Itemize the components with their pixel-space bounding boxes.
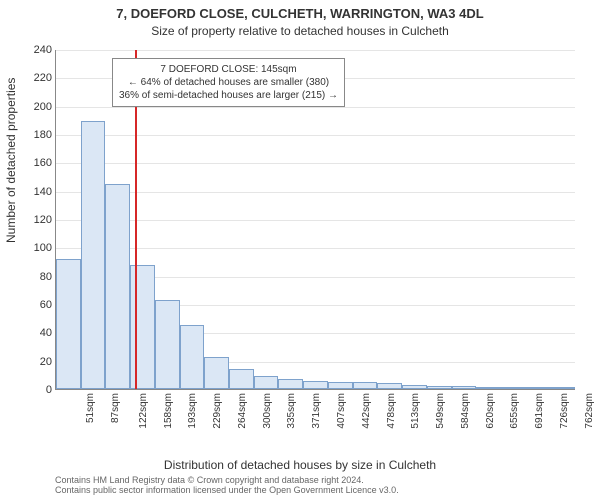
y-tick-label: 20 xyxy=(40,356,56,368)
x-tick-label: 513sqm xyxy=(410,389,421,429)
chart-subtitle: Size of property relative to detached ho… xyxy=(0,24,600,38)
x-tick-label: 726sqm xyxy=(559,389,570,429)
annotation-line: 7 DOEFORD CLOSE: 145sqm xyxy=(119,63,338,76)
x-tick-label: 264sqm xyxy=(237,389,248,429)
y-tick-label: 180 xyxy=(34,129,56,141)
bar xyxy=(56,259,81,389)
y-tick-label: 200 xyxy=(34,101,56,113)
bar xyxy=(303,381,328,389)
y-tick-label: 40 xyxy=(40,327,56,339)
bar xyxy=(204,357,229,389)
x-tick-label: 158sqm xyxy=(162,389,173,429)
chart-title: 7, DOEFORD CLOSE, CULCHETH, WARRINGTON, … xyxy=(0,6,600,21)
x-tick-label: 229sqm xyxy=(212,389,223,429)
bar xyxy=(105,184,130,389)
footnote-line-2: Contains public sector information licen… xyxy=(55,486,590,496)
x-tick-label: 335sqm xyxy=(286,389,297,429)
plot-area: 02040608010012014016018020022024051sqm87… xyxy=(55,50,575,390)
bar xyxy=(229,369,254,389)
y-tick-label: 100 xyxy=(34,242,56,254)
bar xyxy=(278,379,303,389)
annotation-line: ← 64% of detached houses are smaller (38… xyxy=(119,76,338,89)
x-tick-label: 762sqm xyxy=(583,389,594,429)
y-tick-label: 80 xyxy=(40,271,56,283)
x-tick-label: 478sqm xyxy=(385,389,396,429)
x-tick-label: 407sqm xyxy=(336,389,347,429)
x-tick-label: 442sqm xyxy=(361,389,372,429)
x-tick-label: 193sqm xyxy=(187,389,198,429)
x-axis-label: Distribution of detached houses by size … xyxy=(0,458,600,472)
bar xyxy=(81,121,106,389)
x-tick-label: 300sqm xyxy=(261,389,272,429)
x-tick-label: 87sqm xyxy=(110,389,121,423)
bar xyxy=(180,325,205,389)
bar xyxy=(130,265,155,389)
y-tick-label: 160 xyxy=(34,157,56,169)
y-tick-label: 140 xyxy=(34,186,56,198)
annotation-line: 36% of semi-detached houses are larger (… xyxy=(119,89,338,102)
y-tick-label: 220 xyxy=(34,72,56,84)
x-tick-label: 691sqm xyxy=(534,389,545,429)
x-tick-label: 655sqm xyxy=(509,389,520,429)
bar xyxy=(353,382,378,389)
y-tick-label: 240 xyxy=(34,44,56,56)
x-tick-label: 51sqm xyxy=(85,389,96,423)
y-tick-label: 0 xyxy=(46,384,56,396)
x-tick-label: 549sqm xyxy=(435,389,446,429)
x-tick-label: 620sqm xyxy=(484,389,495,429)
y-axis-label: Number of detached properties xyxy=(4,78,18,243)
x-tick-label: 584sqm xyxy=(460,389,471,429)
chart-container: 7, DOEFORD CLOSE, CULCHETH, WARRINGTON, … xyxy=(0,0,600,500)
y-tick-label: 60 xyxy=(40,299,56,311)
bar xyxy=(155,300,180,389)
x-tick-label: 122sqm xyxy=(138,389,149,429)
annotation-box: 7 DOEFORD CLOSE: 145sqm← 64% of detached… xyxy=(112,58,345,107)
y-tick-label: 120 xyxy=(34,214,56,226)
bar xyxy=(328,382,353,389)
bar xyxy=(254,376,279,389)
x-tick-label: 371sqm xyxy=(311,389,322,429)
footnote: Contains HM Land Registry data © Crown c… xyxy=(55,476,590,496)
